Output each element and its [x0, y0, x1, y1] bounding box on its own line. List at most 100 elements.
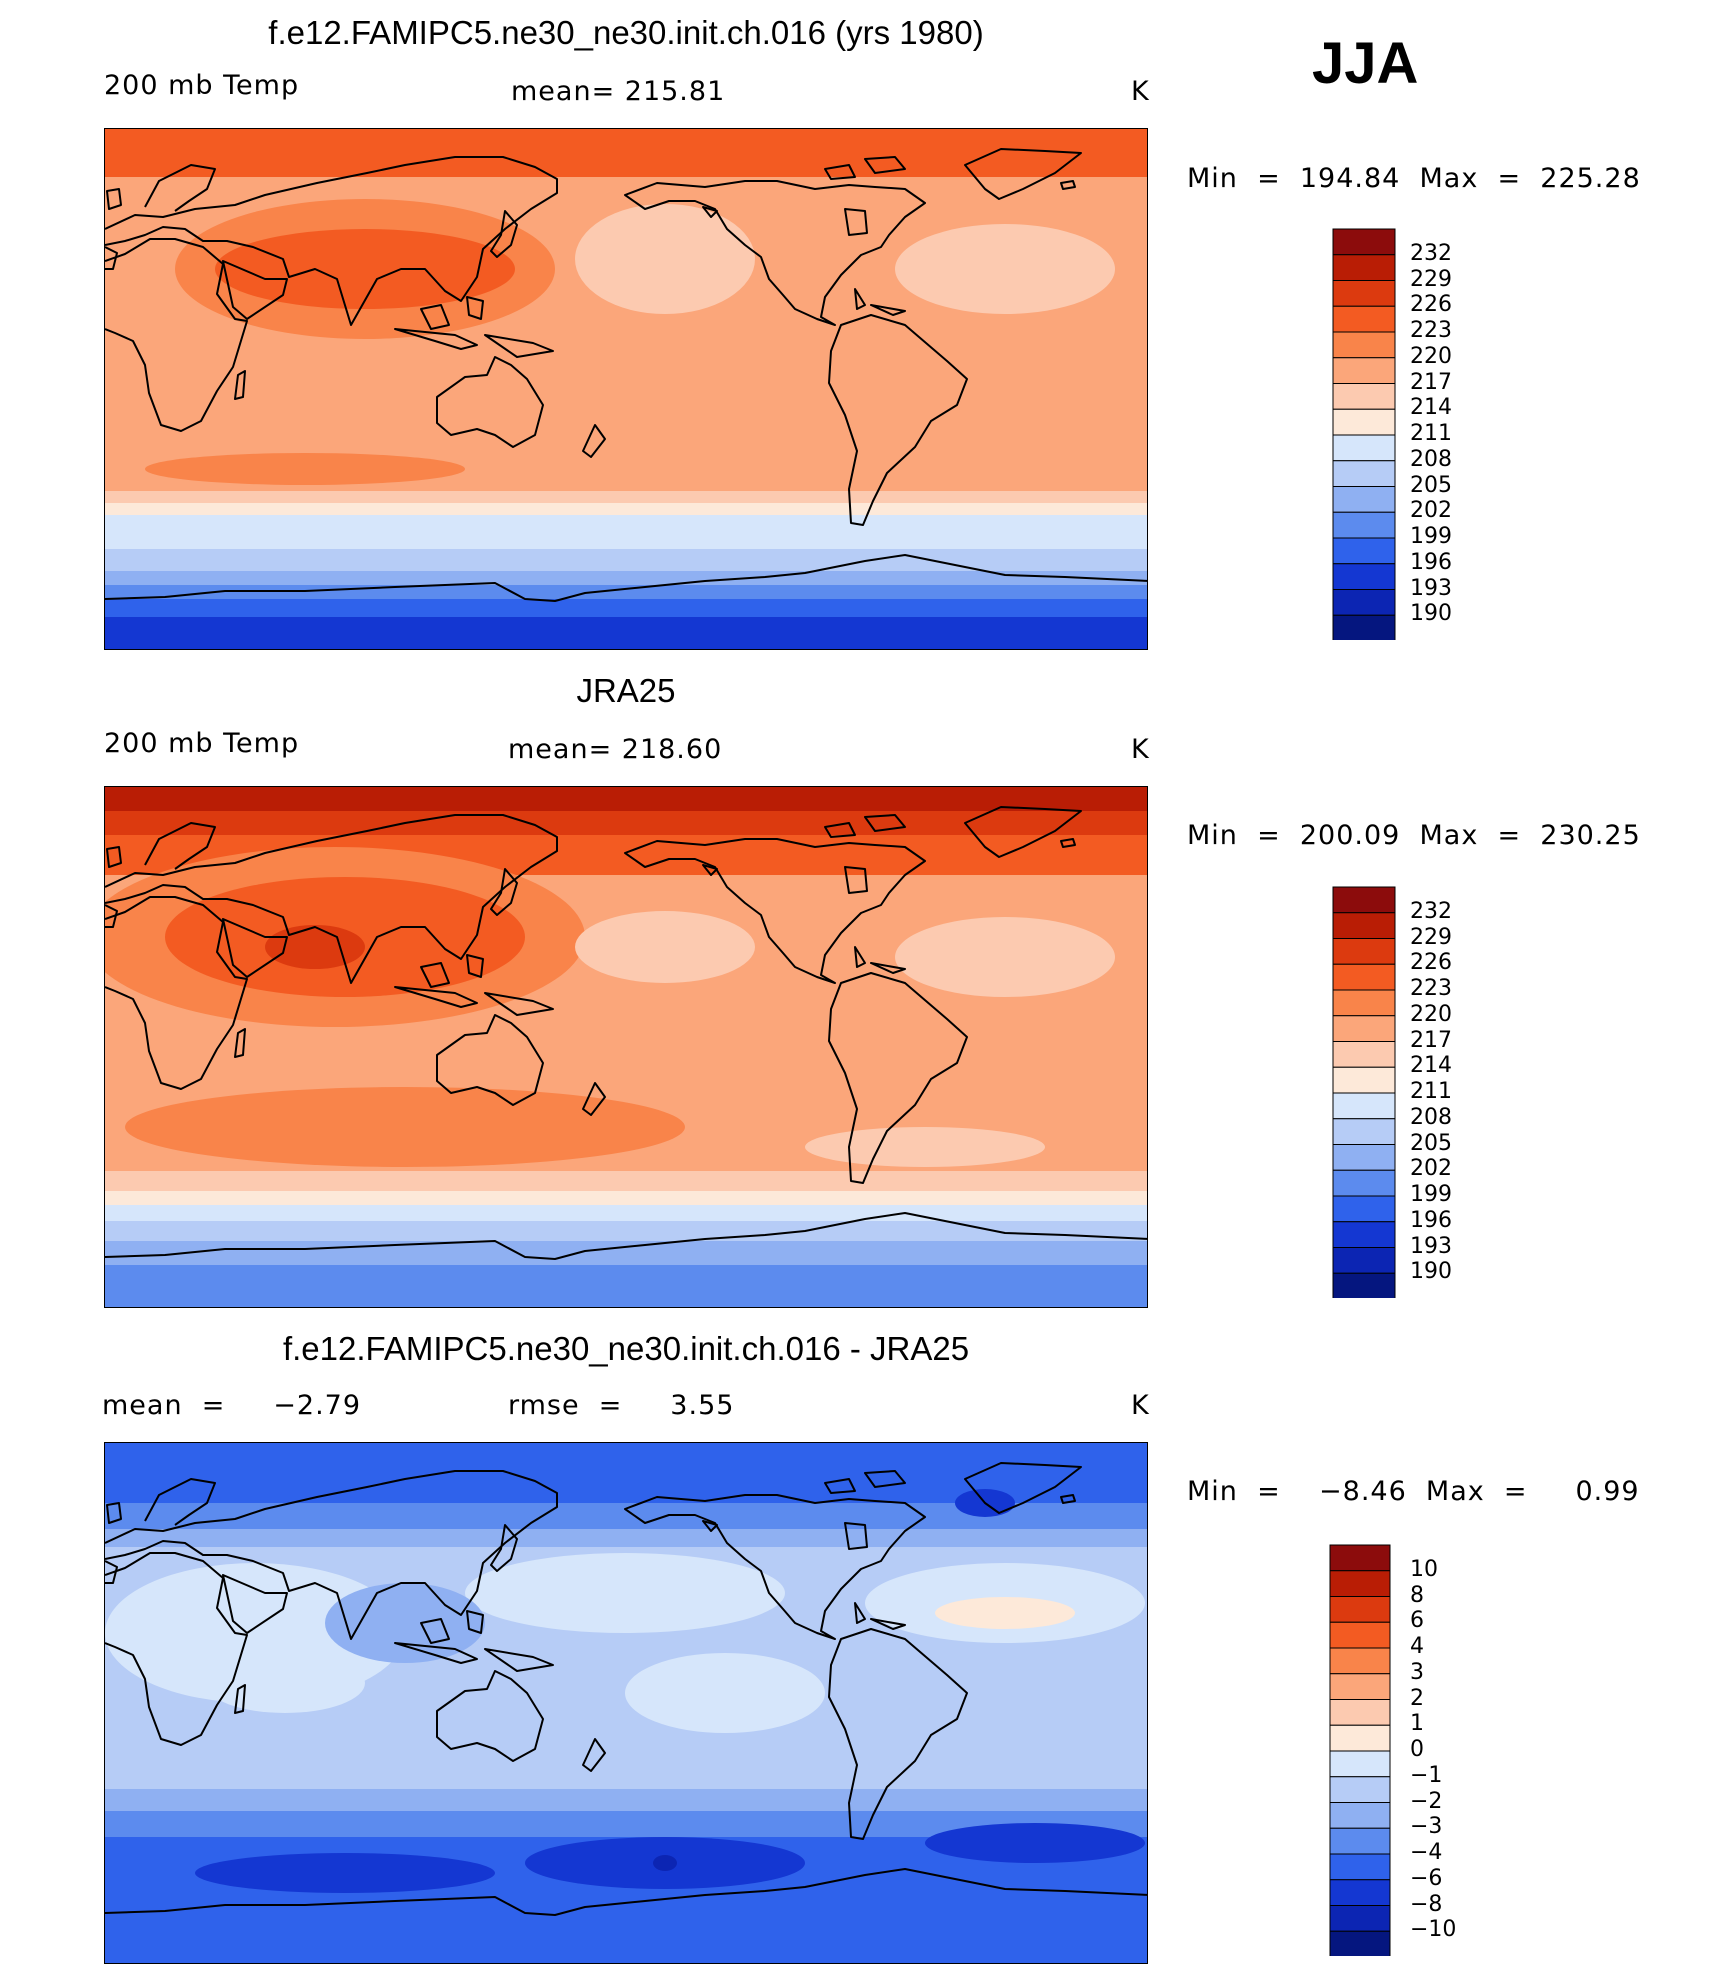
colorbar-tick-label: 229: [1410, 924, 1452, 950]
colorbar-tick-label: 6: [1410, 1608, 1424, 1634]
colorbar-swatch: [1332, 408, 1396, 436]
colorbar-tick-label: 217: [1410, 1027, 1452, 1053]
colorbar-tick-label: 217: [1410, 369, 1452, 395]
colorbar-swatch: [1329, 1853, 1391, 1881]
panel2-colorbar-labels: 232 229 226 223 220 217 214 211 208 205 202 199 196 1…: [1410, 886, 1490, 1298]
panel2-map: [104, 786, 1148, 1308]
colorbar-swatch: [1329, 1724, 1391, 1752]
colorbar-swatch: [1329, 1647, 1391, 1675]
colorbar-tick-label: −1: [1410, 1762, 1443, 1788]
colorbar-tick-label: 4: [1410, 1634, 1424, 1659]
colorbar-tick-label: 10: [1410, 1556, 1438, 1582]
colorbar-swatch: [1332, 331, 1396, 359]
colorbar-swatch: [1332, 1144, 1396, 1171]
colorbar-swatch: [1329, 1673, 1391, 1700]
panel3-minmax: Min = −8.46 Max = 0.99: [1187, 1476, 1640, 1507]
colorbar-swatch: [1332, 1169, 1396, 1197]
panel2-variable-label: 200 mb Temp: [104, 728, 300, 759]
colorbar-swatch: [1329, 1544, 1391, 1572]
colorbar-swatch: [1332, 1195, 1396, 1223]
colorbar-tick-label: 190: [1410, 601, 1452, 627]
panel1-minmax: Min = 194.84 Max = 225.28: [1187, 163, 1641, 194]
colorbar-tick-label: 211: [1410, 421, 1452, 446]
panel3-colorbar-swatches: [1329, 1544, 1391, 1958]
colorbar-swatch: [1332, 1272, 1396, 1300]
colorbar-tick-label: −3: [1410, 1814, 1443, 1840]
colorbar-tick-label: −4: [1410, 1840, 1443, 1865]
colorbar-swatch: [1332, 1015, 1396, 1042]
colorbar-swatch: [1329, 1905, 1391, 1932]
colorbar-swatch: [1329, 1930, 1391, 1958]
colorbar-swatch: [1332, 280, 1396, 307]
colorbar-tick-label: −8: [1410, 1891, 1443, 1917]
colorbar-swatch: [1329, 1596, 1391, 1623]
colorbar-swatch: [1332, 383, 1396, 410]
colorbar-swatch: [1332, 886, 1396, 914]
colorbar-swatch: [1332, 589, 1396, 616]
colorbar-tick-label: 223: [1410, 318, 1452, 343]
colorbar-swatch: [1332, 938, 1396, 965]
colorbar-swatch: [1329, 1802, 1391, 1829]
colorbar-swatch: [1332, 305, 1396, 333]
colorbar-swatch: [1332, 357, 1396, 384]
colorbar-tick-label: 196: [1410, 549, 1452, 575]
colorbar-swatch: [1329, 1776, 1391, 1803]
colorbar-tick-label: 3: [1410, 1659, 1424, 1685]
colorbar-tick-label: 220: [1410, 343, 1452, 369]
colorbar-tick-label: 223: [1410, 976, 1452, 1001]
colorbar-swatch: [1329, 1879, 1391, 1906]
colorbar-tick-label: 229: [1410, 266, 1452, 292]
panel1-colorbar-labels: 232 229 226 223 220 217 214 211 208 205 202 199 196 1…: [1410, 228, 1490, 640]
colorbar-tick-label: 199: [1410, 524, 1452, 549]
panel3-colorbar-labels: 10 8 6 4 3 2 1 0 −1 −2 −3 −4 −6 −8 −10: [1410, 1544, 1490, 1956]
colorbar-tick-label: 208: [1410, 446, 1452, 472]
colorbar-tick-label: 205: [1410, 472, 1452, 498]
panel1-colorbar: [1332, 228, 1396, 645]
colorbar-tick-label: 202: [1410, 498, 1452, 524]
colorbar-tick-label: 2: [1410, 1685, 1424, 1711]
panel2-colorbar-swatches: [1332, 886, 1396, 1300]
panel1-mean-label: mean= 215.81: [511, 76, 726, 107]
season-label: JJA: [1312, 31, 1419, 96]
colorbar-tick-label: 196: [1410, 1207, 1452, 1233]
panel1-colorbar-swatches: [1332, 228, 1396, 642]
colorbar-swatch: [1332, 614, 1396, 642]
colorbar-swatch: [1329, 1827, 1391, 1855]
panel2-title: JRA25: [576, 672, 676, 709]
colorbar-tick-label: 214: [1410, 395, 1452, 421]
panel3-mean-label: mean = −2.79: [102, 1390, 362, 1421]
colorbar-tick-label: −2: [1410, 1788, 1443, 1814]
panel2-mean-label: mean= 218.60: [508, 734, 723, 765]
panel1-map: [104, 128, 1148, 650]
colorbar-swatch: [1332, 434, 1396, 462]
panel3-rmse-label: rmse = 3.55: [508, 1390, 735, 1421]
panel3-title: f.e12.FAMIPC5.ne30_ne30.init.ch.016 - JR…: [282, 1330, 970, 1367]
colorbar-tick-label: 226: [1410, 950, 1452, 976]
panel1-variable-label: 200 mb Temp: [104, 70, 300, 101]
colorbar-tick-label: 1: [1410, 1711, 1424, 1737]
colorbar-swatch: [1329, 1699, 1391, 1726]
colorbar-swatch: [1332, 1221, 1396, 1248]
colorbar-swatch: [1329, 1570, 1391, 1597]
colorbar-swatch: [1332, 1118, 1396, 1145]
colorbar-tick-label: 232: [1410, 240, 1452, 266]
colorbar-tick-label: 205: [1410, 1130, 1452, 1156]
colorbar-tick-label: −10: [1410, 1917, 1457, 1943]
colorbar-tick-label: −6: [1410, 1865, 1443, 1891]
colorbar-tick-label: 190: [1410, 1259, 1452, 1285]
colorbar-tick-label: 211: [1410, 1079, 1452, 1104]
colorbar-swatch: [1329, 1621, 1391, 1649]
colorbar-swatch: [1332, 912, 1396, 939]
colorbar-swatch: [1332, 228, 1396, 256]
colorbar-tick-label: 8: [1410, 1582, 1424, 1608]
colorbar-tick-label: 0: [1410, 1737, 1424, 1762]
colorbar-swatch: [1332, 254, 1396, 281]
colorbar-swatch: [1332, 563, 1396, 590]
colorbar-swatch: [1332, 1092, 1396, 1120]
colorbar-tick-label: 214: [1410, 1053, 1452, 1079]
colorbar-tick-label: 226: [1410, 292, 1452, 318]
panel1-title: f.e12.FAMIPC5.ne30_ne30.init.ch.016 (yrs…: [268, 14, 984, 51]
colorbar-swatch: [1332, 1041, 1396, 1068]
panel2-colorbar: [1332, 886, 1396, 1303]
panel1-units: K: [1131, 76, 1150, 107]
